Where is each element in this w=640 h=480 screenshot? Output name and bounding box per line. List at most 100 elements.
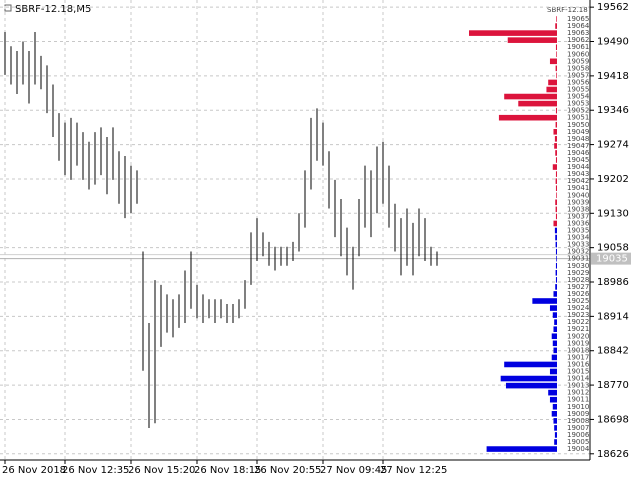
dom-price: 19044 <box>567 163 590 171</box>
ask-volume <box>555 65 557 72</box>
bid-volume <box>553 326 557 332</box>
dom-price: 19034 <box>567 234 590 242</box>
ask-volume <box>546 86 557 93</box>
dom-price: 19056 <box>567 78 590 86</box>
ask-volume <box>504 93 557 100</box>
bid-volume <box>554 432 557 438</box>
bid-volume <box>486 446 557 452</box>
chart-title: SBRF-12.18,M5 <box>15 4 91 15</box>
bid-volume <box>555 241 557 248</box>
bid-volume <box>505 382 557 389</box>
dom-price: 19016 <box>567 360 590 368</box>
bid-volume <box>500 375 557 382</box>
ask-volume <box>555 107 557 114</box>
ask-volume <box>555 178 557 184</box>
dom-price: 19042 <box>567 177 589 185</box>
ask-volume <box>556 16 557 22</box>
dom-price: 19014 <box>567 375 590 383</box>
dom-price: 19048 <box>567 135 589 143</box>
ask-volume <box>469 30 557 36</box>
dom-price: 19013 <box>567 382 589 390</box>
dom-price: 19030 <box>567 262 589 270</box>
dom-price: 19007 <box>567 424 589 432</box>
x-tick-label: 26 Nov 20:55 <box>254 465 321 476</box>
y-tick-label: 19346 <box>597 105 629 116</box>
bid-volume <box>552 312 557 318</box>
ask-volume <box>553 129 557 135</box>
dom-price: 19018 <box>567 346 589 354</box>
ask-volume <box>518 100 557 107</box>
y-tick-label: 18698 <box>597 414 629 425</box>
x-tick-label: 26 Nov 15:20 <box>128 465 195 476</box>
bid-volume <box>555 277 557 283</box>
ask-volume <box>555 23 557 29</box>
dom-price: 19046 <box>567 149 590 157</box>
bid-volume <box>549 368 557 375</box>
ask-volume <box>556 51 557 58</box>
dom-price: 19049 <box>567 128 589 136</box>
ask-volume <box>552 164 557 170</box>
dom-price: 19055 <box>567 86 589 94</box>
x-tick-label: 27 Nov 09:45 <box>320 465 387 476</box>
y-tick-label: 18914 <box>597 311 629 322</box>
ask-volume <box>553 220 557 227</box>
dom-price: 19052 <box>567 107 589 115</box>
ask-volume <box>555 213 557 220</box>
bid-volume <box>553 291 557 297</box>
bid-volume <box>553 347 557 354</box>
dom-price: 19017 <box>567 353 589 361</box>
dom-price: 19058 <box>567 64 589 72</box>
dom-price: 19041 <box>567 184 589 192</box>
ask-volume <box>507 37 557 43</box>
ask-volume <box>548 79 557 86</box>
dom-price: 19040 <box>567 191 589 199</box>
ask-volume <box>554 136 557 142</box>
x-tick-label: 26 Nov 12:35 <box>62 465 129 476</box>
dom-price: 19045 <box>567 156 589 164</box>
bid-volume <box>548 389 557 396</box>
dom-price: 19060 <box>567 50 589 58</box>
bid-volume <box>555 270 557 276</box>
bid-volume <box>554 439 557 445</box>
dom-price: 19023 <box>567 311 589 319</box>
ask-volume <box>555 185 557 191</box>
x-tick-label: 26 Nov 2018 <box>2 465 66 476</box>
dom-price: 19057 <box>567 71 589 79</box>
ask-volume <box>555 206 557 213</box>
ask-volume <box>555 199 557 206</box>
bid-volume <box>555 284 557 290</box>
y-tick-label: 19562 <box>597 2 629 13</box>
dom-price: 19059 <box>567 57 589 65</box>
bid-volume <box>554 319 557 325</box>
dom-price: 19063 <box>567 29 589 37</box>
bid-volume <box>549 305 557 311</box>
y-tick-label: 19202 <box>597 174 629 185</box>
y-tick-label: 18842 <box>597 346 629 357</box>
dom-symbol: SBRF-12.18 <box>547 6 588 14</box>
ask-volume <box>549 58 557 65</box>
dom-price: 19008 <box>567 417 589 425</box>
bid-volume <box>555 248 557 255</box>
dom-price: 19033 <box>567 241 589 249</box>
dom-price: 19054 <box>567 93 590 101</box>
bid-volume <box>504 361 557 368</box>
bid-volume <box>551 333 557 340</box>
dom-price: 19026 <box>567 290 590 298</box>
dom-price: 19043 <box>567 170 589 178</box>
dom-price: 19012 <box>567 389 589 397</box>
dom-price: 19004 <box>567 445 590 453</box>
bid-volume <box>553 418 557 424</box>
dom-price: 19009 <box>567 410 589 418</box>
dom-price: 19019 <box>567 339 589 347</box>
dom-price: 19050 <box>567 121 589 129</box>
dom-price: 19010 <box>567 403 589 411</box>
dom-price: 19038 <box>567 205 589 213</box>
dom-price: 19036 <box>567 219 590 227</box>
dom-price: 19065 <box>567 15 589 23</box>
bid-volume <box>555 234 557 241</box>
last-price-label: 19035 <box>596 254 628 265</box>
y-tick-label: 18770 <box>597 380 629 391</box>
